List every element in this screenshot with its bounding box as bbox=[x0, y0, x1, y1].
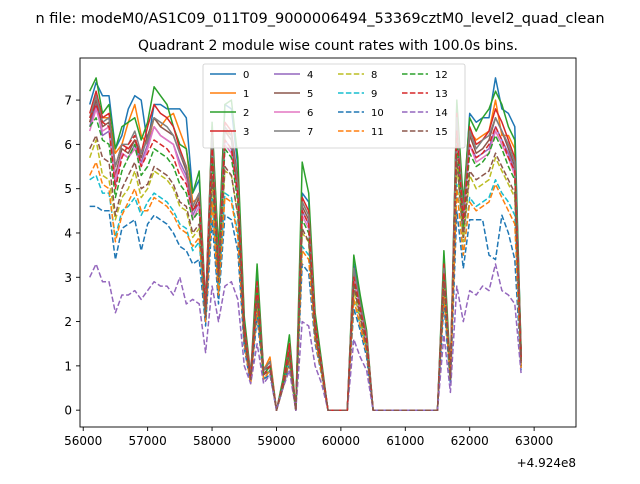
legend-label-5: 5 bbox=[307, 89, 313, 100]
legend-label-2: 2 bbox=[243, 108, 249, 119]
figure-suptitle: n file: modeM0/AS1C09_011T09_9000006494_… bbox=[35, 11, 604, 27]
legend-label-9: 9 bbox=[371, 89, 377, 100]
legend-label-3: 3 bbox=[243, 127, 249, 138]
axes-layer: 56000 57000 58000 59000 60000 61000 62000 63000… bbox=[64, 57, 577, 470]
x-offset-label: +4.924e8 bbox=[517, 456, 576, 470]
legend-label-11: 11 bbox=[371, 127, 384, 138]
x-tick-label: 60000 bbox=[322, 434, 360, 448]
legend-label-10: 10 bbox=[371, 108, 384, 119]
legend-label-7: 7 bbox=[307, 127, 313, 138]
legend-label-1: 1 bbox=[243, 89, 249, 100]
y-tick-label: 3 bbox=[64, 271, 72, 285]
series-line-12 bbox=[89, 117, 522, 411]
y-tick-label: 0 bbox=[64, 404, 72, 418]
legend-label-13: 13 bbox=[435, 89, 448, 100]
y-tick-label: 2 bbox=[64, 315, 72, 329]
series-layer bbox=[88, 77, 522, 411]
y-tick-label: 6 bbox=[64, 138, 72, 152]
legend-label-0: 0 bbox=[243, 70, 249, 81]
legend-label-15: 15 bbox=[435, 127, 448, 138]
x-tick-label: 61000 bbox=[386, 434, 424, 448]
x-tick-label: 57000 bbox=[129, 434, 167, 448]
x-tick-label: 56000 bbox=[64, 434, 102, 448]
legend-label-4: 4 bbox=[307, 70, 313, 81]
x-tick-label: 59000 bbox=[257, 434, 295, 448]
y-tick-label: 1 bbox=[64, 359, 72, 373]
y-tick-label: 5 bbox=[64, 182, 72, 196]
y-tick-label: 7 bbox=[64, 94, 72, 108]
series-line-11 bbox=[89, 161, 522, 411]
chart-title: Quadrant 2 module wise count rates with … bbox=[138, 38, 518, 54]
series-line-15 bbox=[89, 134, 522, 411]
legend-label-12: 12 bbox=[435, 70, 448, 81]
legend-box bbox=[202, 63, 466, 149]
legend-label-8: 8 bbox=[371, 70, 377, 81]
legend-label-6: 6 bbox=[307, 108, 313, 119]
x-tick-label: 63000 bbox=[515, 434, 553, 448]
x-tick-label: 62000 bbox=[451, 434, 489, 448]
legend-label-14: 14 bbox=[435, 108, 448, 119]
series-line-9 bbox=[89, 174, 522, 411]
series-line-14 bbox=[89, 263, 522, 411]
y-tick-label: 4 bbox=[64, 226, 72, 240]
x-tick-label: 58000 bbox=[193, 434, 231, 448]
series-line-8 bbox=[88, 139, 522, 411]
plot-frame bbox=[79, 57, 577, 428]
